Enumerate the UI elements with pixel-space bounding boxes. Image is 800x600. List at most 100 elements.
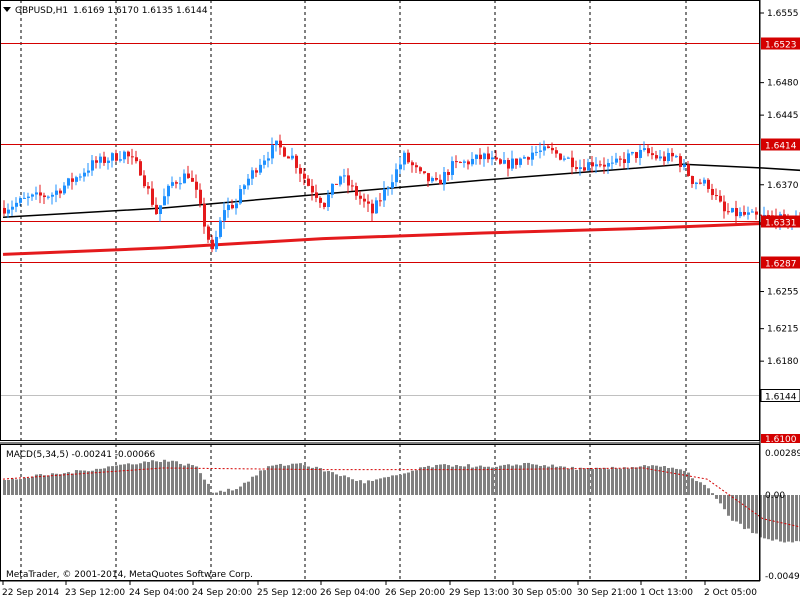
macd-bar bbox=[271, 465, 274, 495]
candle-body bbox=[603, 164, 606, 167]
macd-label: MACD(5,34,5) -0.00241 -0.00066 bbox=[6, 450, 156, 460]
macd-bar bbox=[531, 464, 534, 495]
candle-body bbox=[623, 159, 626, 163]
macd-bar bbox=[119, 464, 122, 495]
candle-body bbox=[367, 201, 370, 204]
macd-bar bbox=[67, 472, 70, 495]
macd-bar bbox=[103, 468, 106, 495]
candle-body bbox=[335, 183, 338, 185]
candle-body bbox=[727, 211, 730, 213]
candle-body bbox=[7, 209, 10, 214]
macd-bar bbox=[43, 475, 46, 495]
candle-body bbox=[535, 151, 538, 153]
macd-bar bbox=[379, 478, 382, 495]
candle-body bbox=[235, 203, 238, 209]
macd-bar bbox=[435, 464, 438, 495]
candle-body bbox=[359, 195, 362, 199]
macd-bar bbox=[475, 466, 478, 495]
candle-body bbox=[547, 146, 550, 148]
candle-body bbox=[723, 201, 726, 212]
main-pane-frame bbox=[0, 0, 760, 441]
price-tick-label: 1.6255 bbox=[767, 288, 799, 298]
macd-bar bbox=[603, 467, 606, 495]
candle-body bbox=[291, 155, 294, 159]
candle-body bbox=[455, 161, 458, 163]
candle-body bbox=[195, 181, 198, 190]
macd-bar bbox=[555, 466, 558, 495]
candle-body bbox=[191, 177, 194, 182]
macd-bar bbox=[499, 465, 502, 495]
candle-body bbox=[43, 195, 46, 198]
candle-body bbox=[287, 156, 290, 159]
candle-body bbox=[47, 196, 50, 198]
chart-symbol: GBPUSD,H1 bbox=[15, 6, 68, 16]
candle-body bbox=[783, 214, 786, 216]
macd-bar bbox=[75, 470, 78, 495]
price-tick-label: 1.6555 bbox=[767, 9, 799, 19]
candle-body bbox=[715, 195, 718, 197]
candle-body bbox=[51, 194, 54, 197]
price-axis: 1.6523 1.6414 1.6331 1.6287 1.6144 1.6100 1.65… bbox=[760, 9, 800, 445]
candle-body bbox=[263, 160, 266, 165]
candle-body bbox=[563, 158, 566, 160]
candle-body bbox=[431, 178, 434, 182]
macd-bar bbox=[319, 468, 322, 495]
candle-body bbox=[675, 156, 678, 158]
macd-bar bbox=[355, 480, 358, 495]
candle-body bbox=[483, 153, 486, 160]
candle-body bbox=[199, 189, 202, 204]
macd-bar bbox=[571, 466, 574, 495]
macd-bar bbox=[675, 468, 678, 495]
candle-body bbox=[699, 182, 702, 184]
macd-bar bbox=[619, 468, 622, 495]
collapse-triangle-icon[interactable] bbox=[3, 7, 11, 12]
macd-bar bbox=[315, 466, 318, 495]
candle-body bbox=[231, 204, 234, 209]
macd-bar bbox=[87, 471, 90, 495]
candle-body bbox=[395, 169, 398, 183]
macd-bar bbox=[111, 466, 114, 495]
candle-body bbox=[579, 167, 582, 169]
candle-body bbox=[511, 158, 514, 169]
macd-bar bbox=[187, 463, 190, 495]
candle-body bbox=[351, 185, 354, 187]
macd-bar bbox=[19, 479, 22, 495]
moving-averages bbox=[2, 163, 800, 256]
macd-bar bbox=[539, 465, 542, 495]
partial-price-tag bbox=[761, 434, 800, 443]
candle-body bbox=[147, 186, 150, 189]
macd-pane-frame bbox=[0, 444, 760, 581]
level-tag-label: 1.6523 bbox=[765, 41, 797, 51]
macd-bar bbox=[579, 467, 582, 495]
macd-bar bbox=[127, 463, 130, 495]
candle-body bbox=[375, 200, 378, 214]
candle-body bbox=[595, 164, 598, 167]
macd-bar bbox=[151, 460, 154, 495]
candle-body bbox=[363, 198, 366, 202]
candle-body bbox=[559, 153, 562, 160]
candle-body bbox=[203, 203, 206, 227]
time-label: 24 Sep 04:00 bbox=[129, 588, 189, 598]
time-axis: 22 Sep 2014 23 Sep 12:00 24 Sep 04:00 24 Se… bbox=[2, 581, 757, 598]
macd-bar bbox=[523, 463, 526, 495]
macd-bar bbox=[91, 470, 94, 495]
macd-bar bbox=[763, 495, 766, 539]
macd-bar bbox=[335, 474, 338, 495]
macd-bar bbox=[419, 467, 422, 495]
candle-body bbox=[243, 185, 246, 190]
candle-body bbox=[215, 236, 218, 250]
macd-bar bbox=[687, 472, 690, 495]
macd-bar bbox=[291, 463, 294, 495]
macd-bar bbox=[507, 464, 510, 495]
macd-bar bbox=[179, 463, 182, 495]
macd-bar bbox=[659, 466, 662, 495]
candle-body bbox=[163, 196, 166, 206]
macd-bar bbox=[623, 467, 626, 495]
macd-bar bbox=[211, 492, 214, 495]
macd-bar bbox=[471, 467, 474, 495]
macd-bar bbox=[755, 495, 758, 534]
candle-body bbox=[327, 194, 330, 207]
candle-body bbox=[295, 155, 298, 168]
macd-bar bbox=[55, 473, 58, 495]
